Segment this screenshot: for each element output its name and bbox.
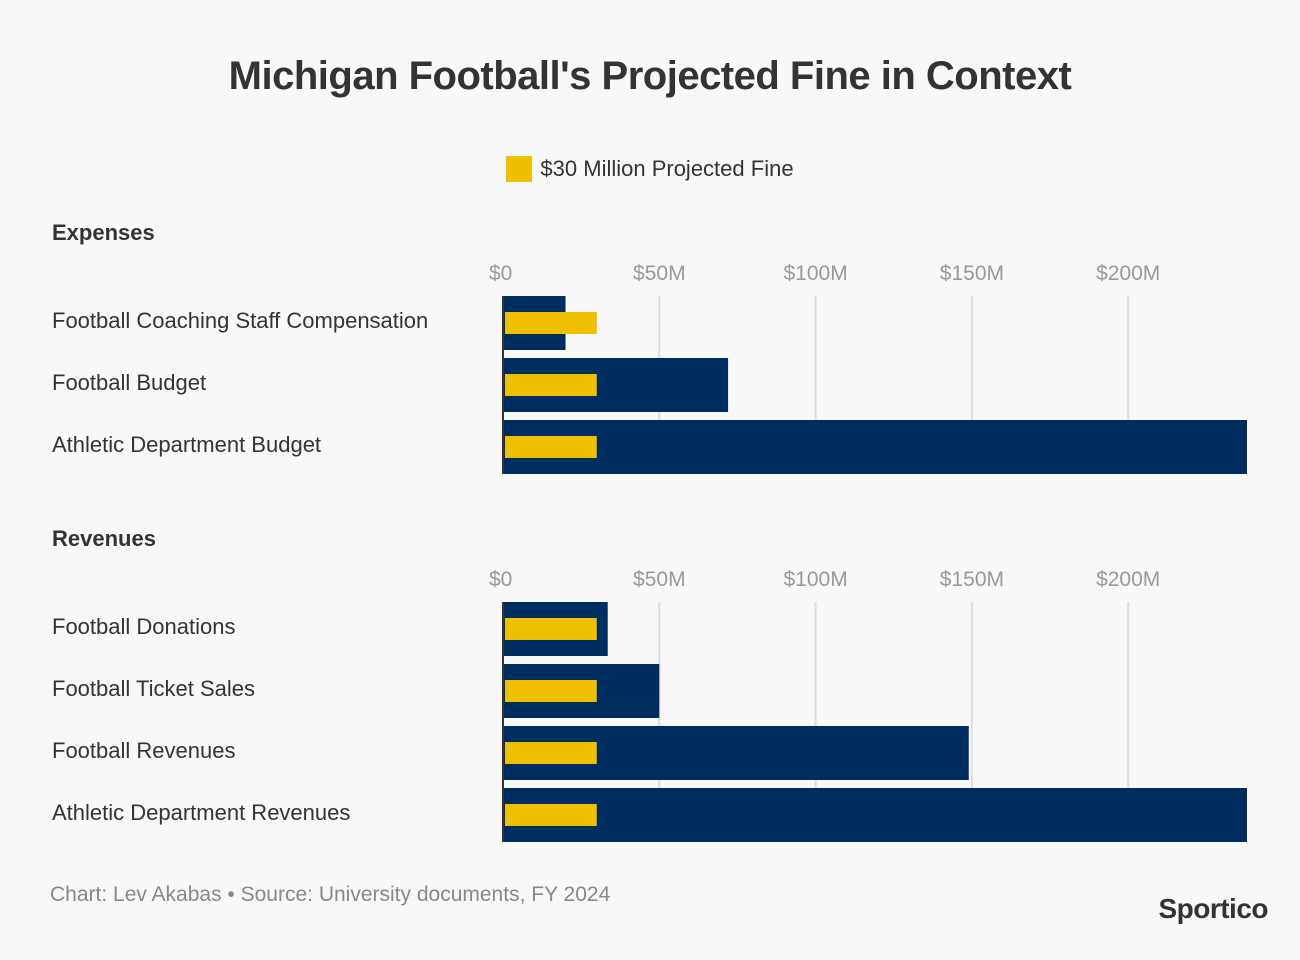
fine-bar xyxy=(505,680,597,702)
row-label: Athletic Department Revenues xyxy=(52,800,351,825)
row-label: Athletic Department Budget xyxy=(52,432,322,457)
value-bar xyxy=(503,420,1247,474)
section-title-expenses: Expenses xyxy=(52,220,155,245)
x-tick-label: $0 xyxy=(489,262,512,285)
row-label: Football Revenues xyxy=(52,738,236,763)
fine-bar xyxy=(505,312,597,334)
row-label: Football Ticket Sales xyxy=(52,676,255,701)
x-tick-label: $150M xyxy=(940,262,1004,285)
chart-title: Michigan Football's Projected Fine in Co… xyxy=(228,54,1072,98)
sportico-logo: Sportico xyxy=(1158,893,1268,924)
x-tick-label: $200M xyxy=(1096,568,1160,591)
fine-bar xyxy=(505,804,597,826)
legend: $30 Million Projected Fine xyxy=(0,156,1300,182)
row-label: Football Donations xyxy=(52,614,236,639)
fine-bar xyxy=(505,436,597,458)
fine-bar xyxy=(505,618,597,640)
x-tick-label: $200M xyxy=(1096,262,1160,285)
legend-swatch xyxy=(506,156,533,182)
x-tick-label: $100M xyxy=(783,262,847,285)
value-bar xyxy=(503,788,1247,842)
x-tick-label: $0 xyxy=(489,568,512,591)
row-label: Football Coaching Staff Compensation xyxy=(52,308,429,333)
source-credit: Chart: Lev Akabas • Source: University d… xyxy=(50,883,611,906)
x-tick-label: $50M xyxy=(633,568,686,591)
x-tick-label: $150M xyxy=(940,568,1004,591)
fine-bar xyxy=(505,374,597,396)
fine-bar xyxy=(505,742,597,764)
section-title-revenues: Revenues xyxy=(52,526,156,551)
legend-label: $30 Million Projected Fine xyxy=(540,156,794,181)
x-tick-label: $50M xyxy=(633,262,686,285)
x-tick-label: $100M xyxy=(783,568,847,591)
row-label: Football Budget xyxy=(52,370,207,395)
